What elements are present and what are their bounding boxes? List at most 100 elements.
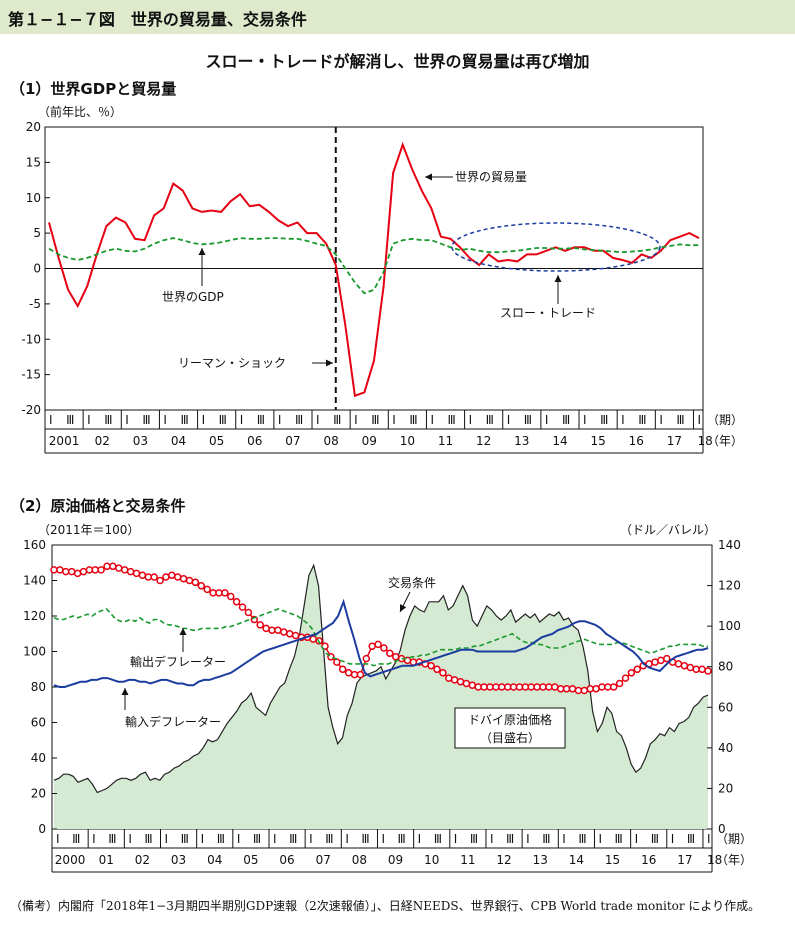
chart2-ytick-left-label: 60 [31,716,46,730]
chart2-tot-point [468,681,477,689]
chart2-q1-label: I [201,832,205,846]
chart2-tot-point [686,663,695,672]
chart1-ytick-label: 0 [33,262,41,276]
chart2-oil-area [54,565,708,829]
chart1-slowtrade-annotation: スロー・トレード [500,306,596,320]
chart2-tot-point [333,658,341,666]
chart1-q3-label: Ⅲ [66,413,74,427]
chart2-tot-point [680,661,689,670]
chart2-tot-point [179,574,188,583]
chart2-tot-point [427,661,435,670]
chart2-tot-point [586,685,594,693]
chart2-ytick-left-label: 140 [23,574,46,588]
chart1-ytick-label: 20 [26,120,41,134]
chart1-year-label: 03 [133,434,148,448]
chart1-q1-label: I [202,413,206,427]
chart2-q3-label: Ⅲ [144,832,152,846]
chart2-tot-point [203,585,211,594]
chart1-q3-label: Ⅲ [409,413,417,427]
chart2-tot-point [627,669,636,677]
chart1-lehman-arrow-head [326,359,333,367]
chart1-q3-label: Ⅲ [371,413,379,427]
chart2-tot-point [150,573,158,581]
chart2-ytick-left-label: 40 [31,751,46,765]
chart1-ylabel: （前年比、％） [38,105,123,119]
chart1-gdp-arrow-head [198,248,206,255]
chart2-year-label: 02 [135,853,150,867]
chart2-ytick-right-label: 120 [718,579,741,593]
chart2-tot-point [556,685,565,693]
chart2-oil-annotation: ドバイ原油価格 [468,712,552,727]
chart1-year-label: 11 [438,434,453,448]
chart1-q3-label: Ⅲ [486,413,494,427]
chart1-q3-label: Ⅲ [181,413,189,427]
chart2-tot-point [439,669,447,677]
chart1-q1-label: I [583,413,587,427]
chart2-tot-point [604,683,612,691]
chart2-q3-label: Ⅲ [217,832,225,846]
chart2-q1-label: I [526,832,530,846]
chart2-q3-label: Ⅲ [72,832,80,846]
chart2-tot-point [62,567,70,576]
chart1-q3-label: Ⅲ [448,413,456,427]
chart2-year-label: 01 [99,853,114,867]
chart2-tot-point [56,566,64,574]
chart1-series-0 [48,141,700,398]
chart1-year-label: 05 [209,434,224,448]
chart2-tot-point [480,683,488,691]
chart2-tot-point [621,674,630,682]
chart2-q3-label: Ⅲ [578,832,586,846]
chart1-q3-label: Ⅲ [638,413,646,427]
chart2-year-label: 03 [171,853,186,867]
chart2-tot-point [79,567,88,576]
chart1-q3-label: Ⅲ [142,413,150,427]
chart1-q1-label: I [240,413,244,427]
chart2-q1-label: I [309,832,313,846]
chart2-tot-point [162,573,170,581]
chart2-year-label: 10 [424,853,439,867]
chart2-q1-label: I [164,832,168,846]
chart2-ytick-right-label: 0 [718,822,726,836]
chart2-tot-point [73,569,82,578]
chart2-tot-point [244,608,253,617]
chart2-tot-point [568,685,577,693]
chart1-year-label: 02 [95,434,110,448]
chart2-q1-label: I [273,832,277,846]
chart2-tot-point [456,677,465,686]
chart2-tot-point [97,566,105,574]
chart2-tot-point [562,685,571,693]
chart2-q1-label: I [454,832,458,846]
chart2-ylabel-right: （ドル／バレル） [620,523,717,537]
chart2-tot-point [651,658,659,666]
chart2-q3-label: Ⅲ [687,832,695,846]
chart1-year-label: 12 [476,434,491,448]
chart2-q1-label: I [381,832,385,846]
chart2-tot-point [191,578,200,587]
chart2-q3-label: Ⅲ [651,832,659,846]
chart2-tot-point [486,683,494,691]
chart1-q3-label: Ⅲ [333,413,341,427]
chart2-imp-annotation: 輸入デフレーター [125,714,221,729]
chart2-tot-point [386,649,394,658]
chart1-period-label: （期） [707,413,743,427]
chart2-q1-label: I [237,832,241,846]
chart2-ytick-left-label: 120 [23,609,46,623]
chart2-tot-point [209,589,217,597]
chart2-tot-point [227,592,235,601]
chart2-q1-label: I [598,832,602,846]
chart2-q3-label: Ⅲ [470,832,478,846]
chart2-tot-point [221,589,229,597]
chart1-gdp-annotation: 世界のGDP [162,290,224,304]
chart2-tot-point [433,665,441,674]
chart2-q1-label: I [635,832,639,846]
chart2-q3-label: Ⅲ [542,832,550,846]
chart2-tot-point [692,665,700,674]
chart2-q3-label: Ⅲ [615,832,623,846]
chart1-q3-label: Ⅲ [600,413,608,427]
chart1-slow-trade-ellipse [451,222,661,272]
chart1-q3-label: Ⅲ [676,413,684,427]
chart2-year-label: 05 [243,853,258,867]
chart1-q1-label: I [507,413,511,427]
chart2-tot-point [50,566,58,574]
chart2-q3-label: Ⅲ [506,832,514,846]
